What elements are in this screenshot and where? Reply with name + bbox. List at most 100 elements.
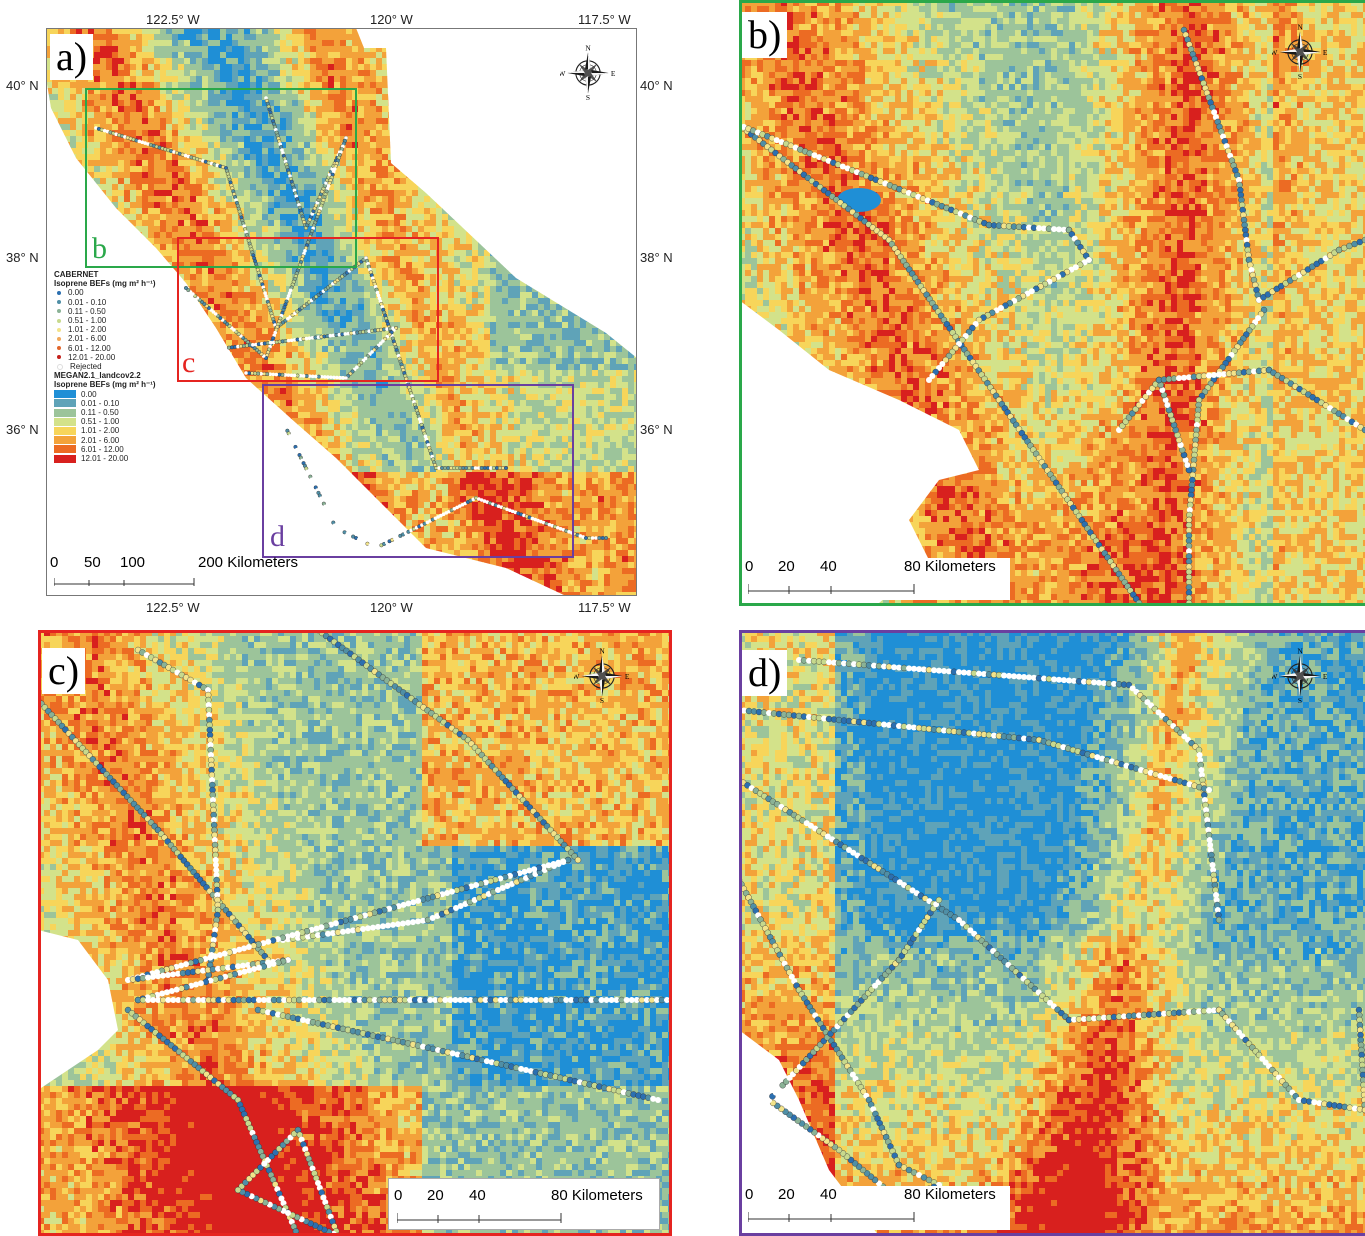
- compass-label-w: W: [574, 672, 580, 681]
- scale-a-tick-1: 50: [84, 554, 101, 571]
- panel-d-label: d): [742, 650, 788, 696]
- legend-class-label: 0.01 - 0.10: [81, 399, 119, 408]
- scale-d-end: 80 Kilometers: [904, 1186, 996, 1203]
- legend-class-1: 0.01 - 0.10: [54, 399, 224, 408]
- scale-b-tick-0: 0: [745, 558, 753, 575]
- panel-d-map-canvas: [739, 630, 1365, 1236]
- scale-d-tick-2: 40: [820, 1186, 837, 1203]
- legend-class-label: 6.01 - 12.00: [81, 445, 124, 454]
- legend-swatch: [54, 445, 76, 454]
- coord-left-2: 38° N: [6, 250, 39, 265]
- compass-label-n: N: [599, 648, 605, 656]
- compass-label-s: S: [1298, 72, 1302, 80]
- scale-d-bar: [748, 1212, 915, 1222]
- legend-class-0: 0.00: [54, 390, 224, 399]
- scale-d-tick-1: 20: [778, 1186, 795, 1203]
- scale-a-tick-2: 100: [120, 554, 145, 571]
- legend-point-label: 12.01 - 20.00: [68, 353, 115, 362]
- compass-label-n: N: [1297, 648, 1303, 656]
- panel-b-inset-map: [739, 0, 1365, 603]
- legend-class-label: 0.11 - 0.50: [81, 408, 119, 417]
- panel-c-label: c): [42, 648, 86, 694]
- legend-point-label: 6.01 - 12.00: [68, 344, 111, 353]
- scale-c-end: 80 Kilometers: [551, 1187, 643, 1204]
- overview-legend: CABERNET Isoprene BEFs (mg m² h⁻¹) 0.00 0.0…: [54, 270, 224, 463]
- legend-class-3: 0.51 - 1.00: [54, 417, 224, 426]
- compass-label-w: W: [560, 69, 566, 78]
- panel-a-overview-map: a) CABERNET Isoprene BEFs (mg m² h⁻¹) 0.00…: [46, 28, 637, 596]
- inset-label-b: b: [92, 232, 107, 266]
- compass-rose-icon: N S E W: [572, 647, 630, 709]
- legend-class-label: 0.51 - 1.00: [81, 417, 119, 426]
- coord-left-1: 40° N: [6, 78, 39, 93]
- compass-star-icon: N S E W: [558, 44, 616, 102]
- compass-label-n: N: [1297, 24, 1303, 32]
- legend-point-0: 0.00: [54, 288, 224, 297]
- legend-dot-icon: [57, 291, 61, 295]
- compass-rose-icon: N S E W: [1270, 647, 1328, 709]
- legend-swatch: [54, 454, 76, 463]
- panel-c-map-canvas: [38, 630, 672, 1236]
- legend-swatch: [54, 417, 76, 426]
- coord-bottom-1: 122.5° W: [146, 600, 200, 615]
- coord-right-2: 38° N: [640, 250, 673, 265]
- compass-label-w: W: [1272, 48, 1278, 57]
- compass-rose-icon: N S E W: [1270, 23, 1328, 85]
- scale-b-end: 80 Kilometers: [904, 558, 996, 575]
- legend-dot-icon: [57, 363, 63, 370]
- scale-b-tick-2: 40: [820, 558, 837, 575]
- legend-point-label: 1.01 - 2.00: [68, 325, 106, 334]
- legend-point-1: 0.01 - 0.10: [54, 298, 224, 307]
- legend-dot-icon: [57, 355, 61, 360]
- legend-point-7: 12.01 - 20.00: [54, 353, 224, 362]
- scale-b-bar: [748, 584, 915, 594]
- scale-a-tick-0: 0: [50, 554, 58, 571]
- legend-class-label: 1.01 - 2.00: [81, 426, 119, 435]
- inset-label-d: d: [270, 520, 285, 554]
- legend-point-2: 0.11 - 0.50: [54, 307, 224, 316]
- compass-star-icon: N S E W: [1270, 23, 1328, 81]
- legend-class-label: 12.01 - 20.00: [81, 454, 128, 463]
- panel-a-label: a): [50, 34, 94, 80]
- legend-swatch: [54, 427, 76, 436]
- coord-bottom-2: 120° W: [370, 600, 413, 615]
- coord-top-2: 120° W: [370, 12, 413, 27]
- legend-dot-icon: [57, 300, 61, 305]
- legend-point-label: 0.00: [68, 288, 84, 297]
- legend-point-4: 1.01 - 2.00: [54, 325, 224, 334]
- legend-class-2: 0.11 - 0.50: [54, 408, 224, 417]
- legend-swatch: [54, 436, 76, 445]
- scale-c-bar: [397, 1213, 562, 1223]
- coord-right-1: 40° N: [640, 78, 673, 93]
- legend-swatch: [54, 399, 76, 408]
- compass-label-e: E: [625, 672, 630, 681]
- compass-label-e: E: [1323, 48, 1328, 57]
- scale-b-tick-1: 20: [778, 558, 795, 575]
- scale-c-tick-1: 20: [427, 1187, 444, 1204]
- compass-star-icon: N S E W: [1270, 647, 1328, 705]
- compass-label-s: S: [586, 93, 590, 101]
- legend-class-label: 2.01 - 6.00: [81, 436, 119, 445]
- legend-swatch: [54, 390, 76, 399]
- panel-d-inset-map: [739, 630, 1365, 1236]
- legend-subtitle-megan: Isoprene BEFs (mg m² h⁻¹): [54, 380, 224, 389]
- coord-left-3: 36° N: [6, 422, 39, 437]
- coord-top-1: 122.5° W: [146, 12, 200, 27]
- scale-d-tick-0: 0: [745, 1186, 753, 1203]
- legend-point-label: 2.01 - 6.00: [68, 334, 106, 343]
- legend-point-8: Rejected: [54, 362, 224, 371]
- legend-class-7: 12.01 - 20.00: [54, 454, 224, 463]
- legend-point-label: 0.51 - 1.00: [68, 316, 106, 325]
- legend-point-3: 0.51 - 1.00: [54, 316, 224, 325]
- scale-a-end: 200 Kilometers: [198, 554, 298, 571]
- legend-dot-icon: [57, 327, 61, 332]
- panel-c-scale-bar: 0 20 40 80 Kilometers: [388, 1178, 660, 1230]
- legend-point-6: 6.01 - 12.00: [54, 344, 224, 353]
- compass-label-n: N: [585, 45, 591, 53]
- legend-subtitle-cabernet: Isoprene BEFs (mg m² h⁻¹): [54, 279, 224, 288]
- compass-label-e: E: [611, 69, 616, 78]
- compass-rose-icon: N S E W: [558, 44, 616, 106]
- scale-c-tick-0: 0: [394, 1187, 402, 1204]
- legend-dot-icon: [57, 318, 61, 323]
- coord-right-3: 36° N: [640, 422, 673, 437]
